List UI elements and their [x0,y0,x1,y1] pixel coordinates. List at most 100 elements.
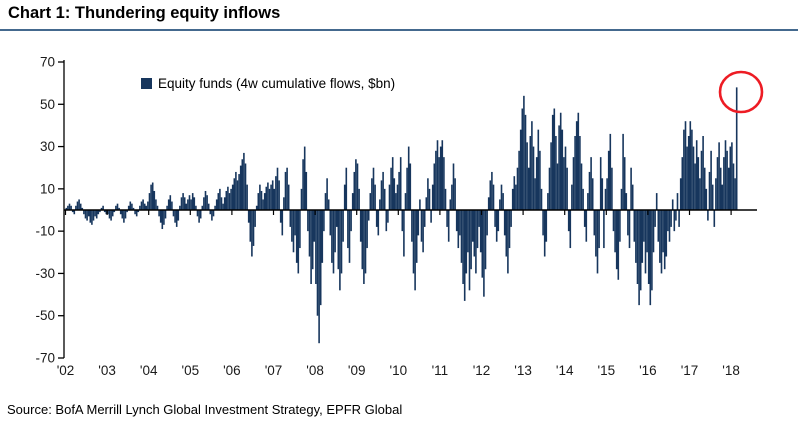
bar [732,163,735,210]
bar [233,178,236,210]
bar [705,188,708,210]
bar [230,188,232,210]
bar [358,188,360,210]
bar [689,121,692,210]
bar [310,210,312,284]
bar [398,171,400,210]
bar [393,178,396,210]
bar [585,210,588,242]
x-tick-label: '15 [598,363,616,378]
bar [681,157,684,210]
bar [527,167,530,210]
bar [537,129,540,210]
bar [246,184,248,210]
bar [417,210,420,236]
bar [518,150,520,210]
bar [363,210,365,284]
bar [255,205,258,210]
bar [724,140,727,210]
bar [198,210,200,223]
bar [105,210,108,215]
bar [361,210,364,270]
bar [723,157,725,210]
bar [515,184,517,210]
bar [567,210,570,232]
bar [636,210,639,284]
bar [721,184,724,210]
bar [428,188,431,210]
bar [267,182,269,210]
bar [287,184,290,210]
bar [631,184,634,210]
bar [460,210,463,263]
bar [387,210,389,223]
bar [78,199,80,210]
bar [121,210,124,219]
bar [86,210,88,221]
bar [459,210,461,236]
bar [543,210,546,257]
bar [580,163,583,210]
bar [423,210,426,227]
bar [89,210,92,223]
bar [206,195,208,210]
bar [99,210,101,213]
bar [657,210,660,242]
bar [606,178,608,210]
bar [369,193,372,210]
bar [676,193,679,210]
bar [388,184,391,210]
bar [311,210,314,270]
bar [195,205,197,210]
bar [531,121,533,210]
bar [444,188,447,210]
bar [382,171,384,210]
bar [316,210,319,316]
bar [374,184,376,210]
bar [577,112,580,210]
bar [587,193,589,210]
bar [726,150,728,210]
bar [635,210,637,263]
bar [107,210,109,215]
bar [211,210,213,221]
bar [371,178,373,210]
bar [283,197,285,210]
bar [569,210,572,249]
bar [281,210,284,236]
bar [169,195,172,210]
bar [247,210,250,223]
bar [319,210,322,306]
bar [638,210,640,306]
bar [510,210,512,227]
bar [521,108,524,210]
bar [659,210,661,263]
bar [473,210,476,257]
x-tick-label: '18 [722,363,740,378]
bar [75,205,77,210]
bar [593,210,596,236]
bar [415,210,418,263]
bar [643,210,645,242]
bar [137,210,140,213]
bar [475,210,477,274]
bar [143,203,146,210]
bar [419,199,421,210]
bar [483,210,485,297]
bar [542,210,544,236]
bar [190,199,192,210]
bar [191,193,194,210]
bar [519,129,522,210]
bar [651,210,653,291]
bar [655,193,658,210]
bar [687,136,690,210]
bar [691,129,693,210]
bar [351,193,354,210]
bar [628,210,631,249]
bar [508,210,511,249]
bar [207,203,210,210]
bar [164,210,167,219]
bar [94,210,96,217]
bar [153,190,156,210]
bar [350,210,352,232]
